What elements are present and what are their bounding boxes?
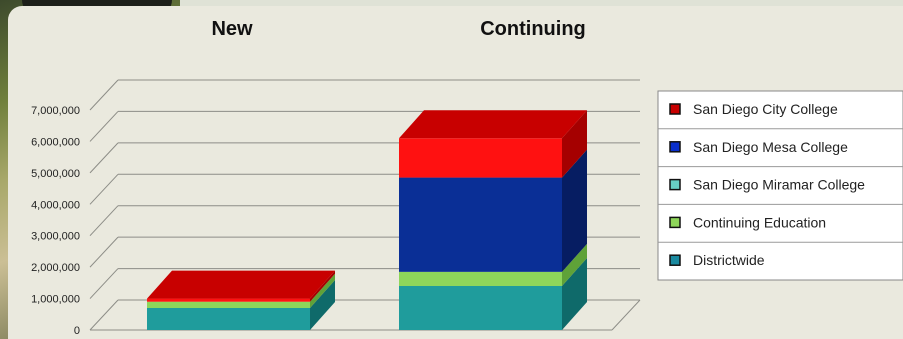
category-title: New — [211, 18, 253, 40]
bar-segment-front — [399, 177, 562, 272]
legend: San Diego City College San Diego Mesa Col… — [657, 90, 903, 281]
bar-segment-side — [310, 280, 335, 330]
bar-top-face — [147, 270, 335, 299]
y-tick-label: 6,000,000 — [31, 136, 80, 148]
y-tick-label: 5,000,000 — [31, 168, 80, 180]
y-axis-ticks: 7,000,000 6,000,000 5,000,000 4,000,000 3,00… — [31, 105, 80, 337]
y-tick-label: 2,000,000 — [31, 262, 80, 274]
legend-swatch — [669, 254, 681, 266]
bar-layer — [147, 110, 587, 330]
bar-segment-side — [562, 149, 587, 272]
y-tick-label: 3,000,000 — [31, 231, 80, 243]
bar-segment-front — [399, 286, 562, 330]
grid-diagonal — [89, 142, 119, 174]
y-tick-label: 0 — [74, 325, 80, 337]
legend-label: Continuing Education — [693, 214, 826, 230]
bar-segment-front — [399, 271, 562, 286]
legend-label: San Diego Miramar College — [693, 177, 865, 193]
grid-diagonal — [89, 236, 119, 268]
floor-edge — [611, 299, 641, 331]
legend-label: Districtwide — [693, 252, 765, 268]
grid-diagonal — [89, 299, 119, 331]
grid-diagonal — [89, 111, 119, 142]
bar-segment-side — [562, 258, 587, 330]
legend-label: San Diego Mesa College — [693, 139, 848, 155]
y-tick-label: 4,000,000 — [31, 199, 80, 211]
legend-swatch — [669, 216, 681, 229]
bar-segment-side — [562, 243, 587, 286]
bar-segment-front — [147, 301, 310, 308]
legend-label: San Diego City College — [693, 101, 838, 117]
legend-swatch — [669, 103, 681, 115]
bar-segment-side — [310, 270, 335, 302]
legend-swatch — [669, 141, 681, 153]
bar-segment-front — [147, 298, 310, 302]
grid-diagonal — [89, 205, 119, 237]
category-titles: New Continuing — [211, 18, 585, 40]
category-title: Continuing — [480, 18, 586, 40]
grid-diagonal — [89, 79, 119, 111]
legend-box — [657, 90, 903, 281]
bar-top-face — [399, 110, 587, 139]
bar-segment-side — [562, 110, 587, 178]
grid-diagonal — [89, 173, 119, 205]
legend-swatch — [669, 178, 681, 191]
y-tick-label: 7,000,000 — [31, 105, 80, 117]
bar-segment-front — [399, 138, 562, 178]
grid-diagonal — [89, 268, 119, 299]
y-tick-label: 1,000,000 — [31, 294, 80, 306]
bar-segment-front — [147, 308, 310, 330]
bar-segment-side — [310, 273, 335, 308]
